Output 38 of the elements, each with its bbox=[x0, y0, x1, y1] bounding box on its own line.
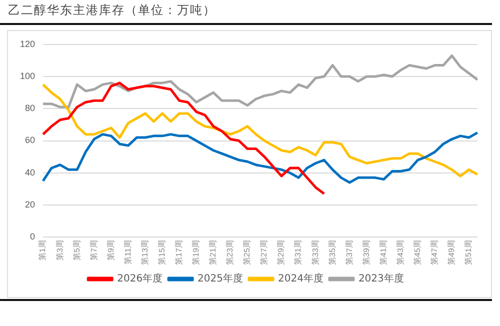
y-tick-label: 20 bbox=[25, 199, 36, 210]
x-tick-label: 第5周 bbox=[72, 240, 82, 261]
x-tick-label: 第17周 bbox=[174, 240, 184, 266]
y-tick-label: 40 bbox=[25, 167, 36, 178]
legend-label: 2023年度 bbox=[358, 272, 404, 285]
x-tick-label: 第21周 bbox=[208, 240, 218, 266]
x-tick-label: 第37周 bbox=[344, 240, 354, 266]
y-tick-label: 80 bbox=[25, 103, 36, 114]
x-tick-label: 第43周 bbox=[396, 240, 405, 266]
x-tick-label: 第39周 bbox=[362, 240, 371, 266]
x-tick-label: 第31周 bbox=[294, 240, 303, 266]
x-tick-label: 第35周 bbox=[328, 240, 337, 266]
x-tick-label: 第19周 bbox=[192, 240, 201, 266]
x-tick-label: 第11周 bbox=[123, 240, 132, 264]
legend-label: 2026年度 bbox=[117, 272, 163, 285]
x-tick-label: 第9周 bbox=[106, 240, 116, 261]
x-tick-label: 第41周 bbox=[378, 240, 388, 266]
x-tick-label: 第49周 bbox=[447, 240, 456, 266]
x-tick-label: 第23周 bbox=[226, 240, 235, 266]
y-tick-label: 0 bbox=[30, 232, 36, 242]
x-tick-label: 第45周 bbox=[412, 240, 422, 266]
chart-title: 乙二醇华东主港库存（单位：万吨） bbox=[8, 2, 216, 19]
x-tick-label: 第1周 bbox=[38, 240, 48, 261]
x-tick-label: 第33周 bbox=[310, 240, 320, 266]
legend-label: 2025年度 bbox=[198, 272, 244, 285]
y-tick-label: 120 bbox=[20, 38, 36, 49]
x-tick-label: 第25周 bbox=[242, 240, 252, 266]
legend-label: 2024年度 bbox=[278, 272, 324, 285]
x-tick-label: 第27周 bbox=[260, 240, 269, 266]
y-tick-label: 60 bbox=[25, 135, 36, 146]
x-tick-label: 第3周 bbox=[55, 240, 64, 261]
x-tick-label: 第13周 bbox=[140, 240, 150, 266]
x-tick-label: 第29周 bbox=[276, 240, 286, 266]
x-tick-label: 第15周 bbox=[157, 240, 166, 266]
y-tick-label: 100 bbox=[20, 71, 36, 81]
x-tick-label: 第51周 bbox=[464, 240, 474, 266]
x-tick-label: 第47周 bbox=[430, 240, 440, 266]
x-tick-label: 第7周 bbox=[89, 240, 98, 261]
